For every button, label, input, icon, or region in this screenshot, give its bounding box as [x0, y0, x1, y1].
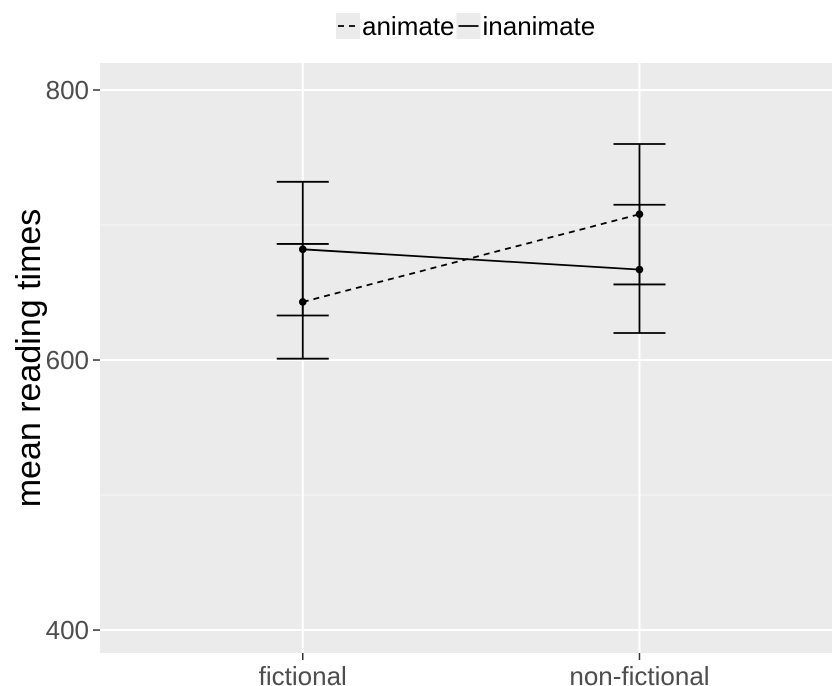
series-line-inanimate: [302, 248, 640, 271]
data-point-animate: [635, 210, 644, 219]
x-tick-label: fictional: [259, 661, 347, 686]
data-point-inanimate: [298, 245, 307, 254]
plot-panel: [100, 63, 832, 653]
y-axis: 400 600 800: [46, 75, 100, 645]
legend-label-animate: animate: [362, 11, 455, 41]
y-axis-title: mean reading times: [10, 209, 48, 508]
data-point-animate: [298, 298, 307, 306]
y-tick-label: 600: [46, 345, 89, 375]
series-layer: [276, 143, 666, 360]
y-tick-label: 400: [46, 615, 89, 645]
series-line-animate: [302, 213, 640, 303]
x-axis: fictional non-fictional: [259, 653, 710, 686]
legend-label-inanimate: inanimate: [483, 11, 596, 41]
y-tick-label: 800: [46, 75, 89, 105]
legend: animate inanimate: [336, 11, 595, 41]
x-tick-label: non-fictional: [569, 661, 709, 686]
data-point-inanimate: [635, 265, 644, 274]
minor-gridlines: [100, 224, 832, 496]
